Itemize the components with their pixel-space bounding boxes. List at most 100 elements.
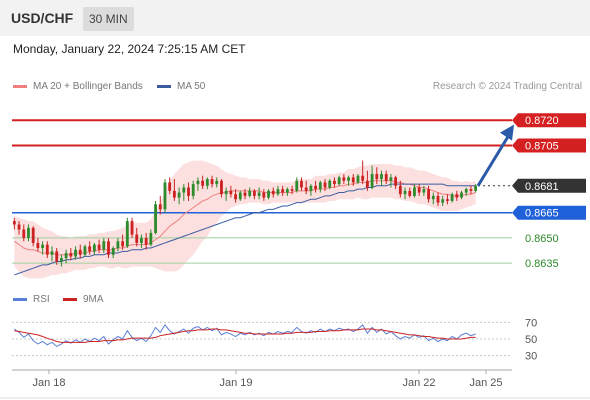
candle-body-34 — [172, 190, 176, 198]
candle-body-26 — [135, 234, 139, 243]
candle-body-17 — [92, 244, 96, 252]
candle-body-81 — [394, 177, 398, 186]
candle-body-88 — [427, 189, 430, 200]
rsi-line — [14, 324, 476, 348]
candle-body-16 — [88, 246, 92, 252]
candle-body-83 — [403, 190, 407, 195]
candle-body-32 — [163, 182, 167, 210]
legend-rsi-label: RSI — [33, 294, 50, 305]
candle-body-4 — [31, 227, 35, 243]
candle-body-94 — [455, 194, 459, 198]
legend-ma9-label: 9MA — [83, 294, 104, 305]
candle-body-77 — [375, 174, 379, 180]
candle-body-45 — [224, 190, 228, 195]
rsi-ma9-line — [14, 328, 476, 343]
credit-text: Research © 2024 Trading Central — [432, 81, 582, 92]
level-label-1: 0.8705 — [525, 140, 559, 152]
candle-body-39 — [196, 180, 200, 185]
level-label-3: 0.8665 — [525, 208, 559, 220]
level-tag-2 — [512, 178, 586, 193]
candle-body-79 — [384, 174, 388, 181]
candle-body-11 — [64, 253, 68, 259]
candle-body-82 — [398, 185, 402, 195]
candle-body-40 — [201, 180, 205, 186]
forecast-arrow-shaft — [476, 135, 510, 187]
candle-body-21 — [111, 248, 115, 255]
legend-ma20-label: MA 20 + Bollinger Bands — [33, 81, 143, 92]
candle-body-31 — [158, 204, 162, 210]
candle-body-61 — [300, 180, 303, 188]
candle-body-66 — [323, 182, 327, 188]
candle-body-84 — [408, 190, 412, 196]
candle-body-37 — [187, 187, 190, 196]
candle-body-57 — [281, 189, 285, 193]
candle-body-3 — [27, 227, 30, 238]
candle-body-23 — [121, 241, 125, 247]
candle-body-91 — [441, 199, 445, 203]
candle-body-60 — [295, 180, 299, 191]
candle-body-30 — [154, 204, 157, 233]
candle-body-36 — [182, 187, 186, 193]
candle-body-49 — [243, 192, 247, 196]
ma50-swatch — [157, 85, 171, 88]
candle-body-18 — [97, 244, 101, 250]
candle-body-70 — [342, 177, 346, 181]
candle-body-80 — [389, 177, 393, 181]
candle-body-8 — [50, 251, 54, 255]
candle-body-43 — [215, 180, 219, 185]
candle-body-46 — [229, 190, 233, 195]
candle-body-41 — [205, 179, 209, 186]
candle-body-28 — [144, 237, 148, 245]
level-tag-3 — [512, 205, 586, 220]
candle-body-52 — [257, 192, 261, 196]
candle-body-54 — [267, 190, 270, 198]
candle-body-5 — [36, 242, 40, 249]
candle-body-62 — [304, 187, 308, 191]
candle-body-42 — [210, 179, 214, 185]
candle-body-86 — [417, 187, 421, 193]
legend-ma50-label: MA 50 — [177, 81, 206, 92]
x-tick-label-3: Jan 25 — [469, 377, 502, 389]
candle-body-93 — [450, 194, 454, 201]
candle-body-98 — [474, 185, 478, 191]
candle-body-67 — [328, 180, 332, 188]
candle-body-15 — [83, 246, 87, 255]
candle-body-47 — [234, 194, 237, 200]
candle-body-44 — [220, 180, 223, 195]
candle-body-25 — [130, 221, 134, 235]
candle-body-0 — [12, 221, 16, 225]
candle-body-69 — [337, 177, 341, 185]
candle-body-38 — [191, 184, 195, 196]
chart-datetime: Monday, January 22, 2024 7:25:15 AM CET — [13, 42, 246, 56]
x-tick-label-2: Jan 22 — [402, 377, 435, 389]
candle-body-51 — [253, 190, 256, 196]
legend-ma20: MA 20 + Bollinger Bands — [13, 81, 143, 92]
candle-body-78 — [380, 174, 383, 180]
candle-body-72 — [351, 177, 355, 183]
candle-body-76 — [370, 174, 374, 188]
candle-body-64 — [314, 185, 318, 190]
candle-body-63 — [309, 185, 313, 191]
level-label-5: 0.8635 — [525, 258, 559, 270]
candle-body-9 — [55, 251, 59, 262]
candle-body-71 — [347, 177, 350, 181]
candle-body-50 — [248, 190, 252, 196]
candle-body-7 — [45, 244, 49, 255]
candle-body-20 — [107, 241, 110, 255]
candle-body-87 — [422, 189, 426, 193]
legend-ma9: 9MA — [63, 294, 104, 305]
candle-body-89 — [431, 195, 435, 200]
candle-body-12 — [69, 253, 73, 257]
candle-body-1 — [17, 224, 21, 230]
candle-body-19 — [102, 241, 106, 250]
candle-body-95 — [460, 192, 463, 198]
x-tick-label-0: Jan 18 — [32, 377, 65, 389]
candle-body-85 — [413, 187, 416, 196]
rsi-tick-label-2: 30 — [525, 351, 537, 363]
candle-body-59 — [290, 189, 294, 191]
bollinger-band — [14, 160, 476, 279]
forecast-arrow-head — [500, 124, 514, 141]
timeframe-badge[interactable]: 30 MIN — [83, 7, 134, 31]
candle-body-2 — [22, 229, 26, 238]
